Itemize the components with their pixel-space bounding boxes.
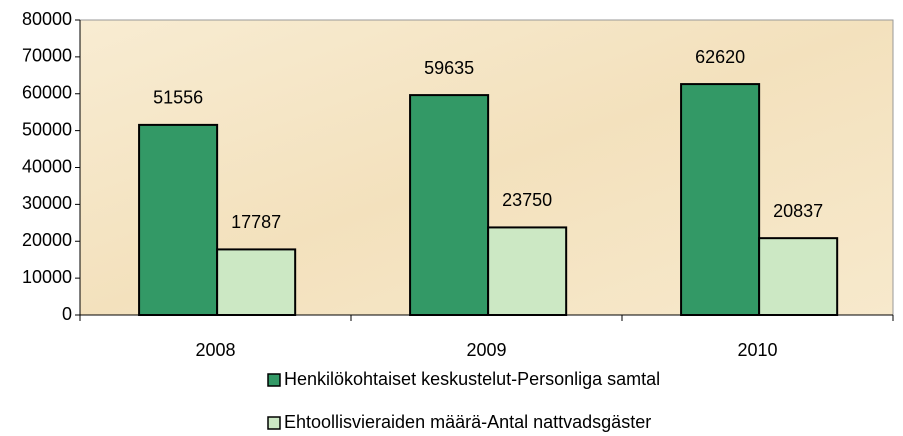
data-label: 23750 xyxy=(502,190,552,210)
data-label: 51556 xyxy=(153,88,203,108)
y-tick-label: 60000 xyxy=(22,83,72,103)
bar xyxy=(409,94,490,317)
y-tick-label: 80000 xyxy=(22,9,72,29)
data-label: 17787 xyxy=(231,212,281,232)
data-label: 62620 xyxy=(695,47,745,67)
y-tick-label: 40000 xyxy=(22,156,72,176)
bar xyxy=(138,123,219,316)
bar xyxy=(680,83,761,317)
legend-swatch xyxy=(267,373,281,387)
y-tick-label: 0 xyxy=(62,304,72,324)
y-tick-label: 10000 xyxy=(22,267,72,287)
x-tick-label: 2010 xyxy=(737,340,777,360)
bar xyxy=(216,248,297,316)
x-tick-label: 2009 xyxy=(466,340,506,360)
legend-swatch xyxy=(267,416,281,430)
data-label: 20837 xyxy=(773,201,823,221)
bar xyxy=(487,226,568,316)
legend-label: Ehtoollisvieraiden määrä-Antal nattvadsg… xyxy=(284,412,651,432)
bar xyxy=(758,237,839,316)
data-label: 59635 xyxy=(424,58,474,78)
legend-label: Henkilökohtaiset keskustelut-Personliga … xyxy=(284,369,660,389)
y-tick-label: 30000 xyxy=(22,193,72,213)
y-tick-label: 70000 xyxy=(22,46,72,66)
y-tick-label: 50000 xyxy=(22,119,72,139)
y-tick-label: 20000 xyxy=(22,230,72,250)
x-tick-label: 2008 xyxy=(195,340,235,360)
